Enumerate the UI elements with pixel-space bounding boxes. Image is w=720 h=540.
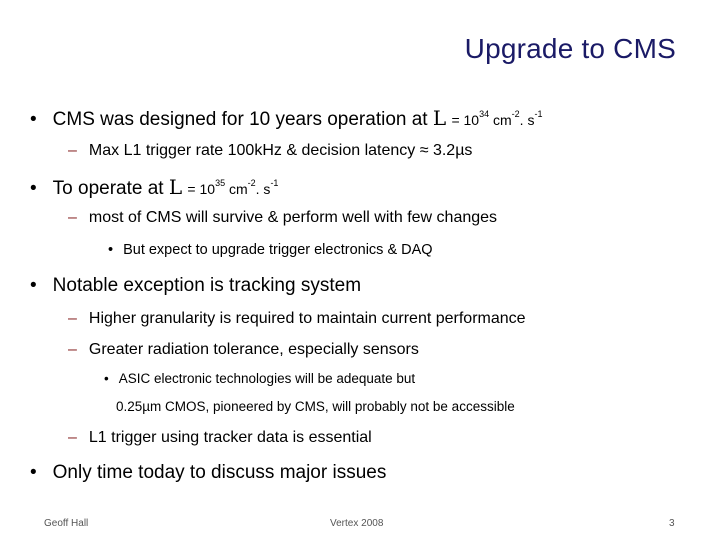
luminosity-exp: 35 [215,178,226,188]
bullet-1-sub-1: – Max L1 trigger rate 100kHz & decision l… [68,142,472,160]
luminosity-eq: = 10 [451,112,480,128]
bullet-glyph: • [104,371,109,386]
bullet-2: • To operate at L = 1035 cm-2. s-1 [30,175,278,200]
luminosity-symbol: L [432,106,447,130]
bullet-1-sub-1-text: Max L1 trigger rate 100kHz & decision la… [88,142,473,159]
unit-cm-exp: -2 [247,178,256,188]
bullet-3-text: Notable exception is tracking system [52,275,362,296]
bullet-3-sub-2-sub-1-cont: 0.25µm CMOS, pioneered by CMS, will prob… [116,399,515,414]
bullet-3-sub-3: – L1 trigger using tracker data is essent… [68,429,372,447]
footer-event: Vertex 2008 [330,518,384,529]
luminosity-exp: 34 [479,109,490,119]
unit-cm: cm [225,181,248,197]
luminosity-symbol: L [168,175,183,199]
bullet-glyph: • [30,178,37,199]
unit-s: . s [519,112,535,128]
bullet-3-sub-2-sub-1: • ASIC electronic technologies will be ad… [104,371,415,386]
bullet-glyph: • [30,462,37,483]
bullet-1: • CMS was designed for 10 years operation… [30,106,542,131]
bullet-4: • Only time today to discuss major issues [30,462,386,484]
bullet-glyph: • [108,242,114,258]
bullet-2-text: To operate at [52,178,164,199]
dash-glyph: – [68,209,77,226]
luminosity-eq: = 10 [187,181,216,197]
dash-glyph: – [68,341,77,358]
footer-author: Geoff Hall [44,518,89,529]
bullet-4-text: Only time today to discuss major issues [52,462,387,483]
unit-cm: cm [489,112,512,128]
bullet-3: • Notable exception is tracking system [30,275,361,297]
bullet-3-sub-2-text: Greater radiation tolerance, especially … [88,341,419,358]
unit-s: . s [255,181,271,197]
dash-glyph: – [68,429,77,446]
dash-glyph: – [68,142,77,159]
bullet-3-sub-2-sub-1-line-2: 0.25µm CMOS, pioneered by CMS, will prob… [116,399,515,414]
bullet-3-sub-2: – Greater radiation tolerance, especially… [68,341,419,359]
bullet-glyph: • [30,109,37,130]
bullet-2-sub-1-text: most of CMS will survive & perform well … [88,209,498,226]
bullet-3-sub-2-sub-1-line-1: ASIC electronic technologies will be ade… [118,371,416,386]
bullet-glyph: • [30,275,37,296]
unit-cm-exp: -2 [511,109,520,119]
bullet-2-sub-1-sub-1: • But expect to upgrade trigger electroni… [108,242,433,258]
bullet-2-sub-1: – most of CMS will survive & perform well… [68,209,497,227]
slide-title: Upgrade to CMS [464,33,676,64]
dash-glyph: – [68,310,77,327]
bullet-1-text: CMS was designed for 10 years operation … [52,109,428,130]
bullet-2-sub-1-sub-1-text: But expect to upgrade trigger electronic… [123,242,433,258]
unit-s-exp: -1 [534,109,543,119]
footer-page-number: 3 [669,518,675,529]
bullet-3-sub-1-text: Higher granularity is required to mainta… [88,310,526,327]
unit-s-exp: -1 [270,178,279,188]
bullet-3-sub-3-text: L1 trigger using tracker data is essenti… [88,429,372,446]
bullet-3-sub-1: – Higher granularity is required to maint… [68,310,526,328]
